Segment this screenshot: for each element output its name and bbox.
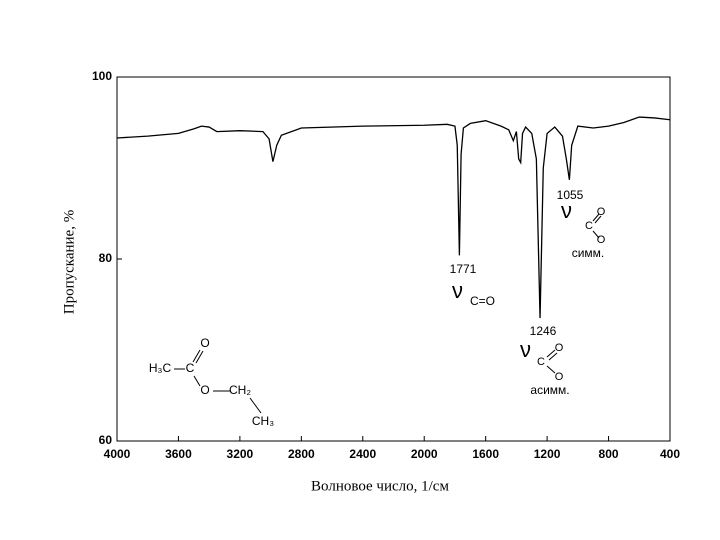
- annotation: ν: [452, 278, 463, 303]
- annotation: C: [186, 361, 195, 375]
- annotation: C: [585, 220, 593, 232]
- annotation: CH₂: [229, 383, 251, 397]
- annotation: 1246: [530, 324, 557, 338]
- annotation: C=O: [470, 294, 495, 308]
- x-axis-label: Волновое число, 1/см: [311, 478, 449, 494]
- annotation: C: [537, 356, 545, 368]
- structure-lines: [174, 213, 602, 414]
- x-tick-label: 3200: [227, 447, 254, 461]
- x-tick-label: 800: [599, 447, 619, 461]
- annotation: асимм.: [530, 383, 569, 397]
- annotation: ν: [561, 198, 572, 223]
- annotation: O: [200, 383, 209, 397]
- x-tick-label: 2400: [349, 447, 376, 461]
- annotation: O: [555, 342, 564, 354]
- annotation: O: [597, 234, 606, 246]
- y-tick-label: 100: [92, 69, 112, 83]
- annotation: ν: [520, 337, 531, 362]
- y-tick-label: 60: [99, 433, 113, 447]
- x-tick-label: 2000: [411, 447, 438, 461]
- y-tick-label: 80: [99, 251, 113, 265]
- annotation: CH₃: [252, 414, 274, 428]
- x-tick-label: 400: [660, 447, 680, 461]
- annotation: O: [555, 371, 564, 383]
- x-tick-label: 2800: [288, 447, 315, 461]
- x-tick-label: 4000: [104, 447, 131, 461]
- annotation: 1771: [450, 262, 477, 276]
- x-tick-label: 3600: [165, 447, 192, 461]
- y-axis-label: Пропускание, %: [61, 210, 77, 314]
- spectrum-line: [116, 116, 671, 319]
- x-tick-label: 1600: [472, 447, 499, 461]
- x-tick-label: 1200: [534, 447, 561, 461]
- annotation: O: [597, 206, 606, 218]
- annotation: H₃C: [149, 361, 172, 375]
- annotation: симм.: [572, 246, 605, 260]
- annotation: 1055: [557, 188, 584, 202]
- annotation: O: [200, 336, 209, 350]
